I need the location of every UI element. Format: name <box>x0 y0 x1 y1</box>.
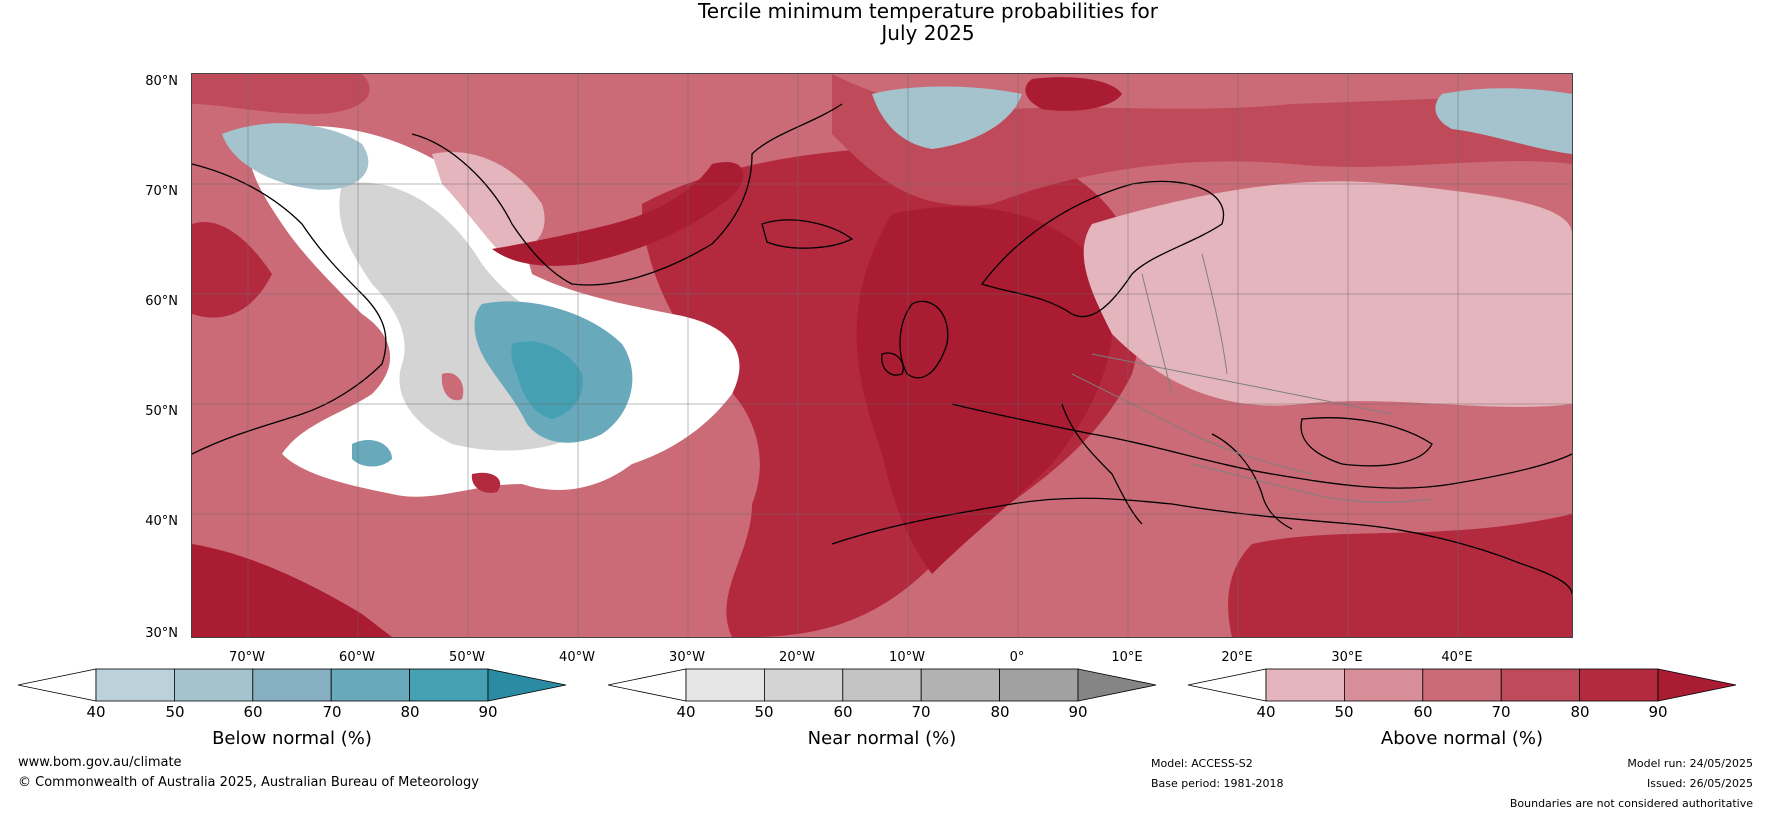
lon-label-40w: 40°W <box>559 650 595 665</box>
colorbar-near-normal <box>607 668 1157 702</box>
greenland-southeast-warm <box>492 162 744 266</box>
colorbar-segment-50-60 <box>1344 668 1424 702</box>
cbar-near-tick-70: 70 <box>911 703 931 721</box>
lon-label-20w: 20°W <box>779 650 815 665</box>
cbar-below-tick-80: 80 <box>400 703 420 721</box>
coastlines <box>192 103 1572 595</box>
cbar-near-tick-50: 50 <box>754 703 774 721</box>
nova-scotia-cool <box>352 439 392 467</box>
colorbar-segment-60-70 <box>252 668 332 702</box>
cbar-near-tick-60: 60 <box>833 703 853 721</box>
cbar-above-tick-70: 70 <box>1491 703 1511 721</box>
colorbar-segment-below-40 <box>17 668 97 702</box>
cbar-above-tick-60: 60 <box>1413 703 1433 721</box>
colorbar-segment-50-60 <box>173 668 254 702</box>
cbar-below-tick-70: 70 <box>322 703 342 721</box>
arctic-cool-zone <box>1435 88 1572 154</box>
lon-label-60w: 60°W <box>339 650 375 665</box>
lon-label-40e: 40°E <box>1441 650 1473 665</box>
colorbar-segment-80-90 <box>409 668 489 702</box>
cbar-above-tick-80: 80 <box>1570 703 1590 721</box>
cbar-below-tick-90: 90 <box>478 703 498 721</box>
footer-copyright: © Commonwealth of Australia 2025, Austra… <box>18 775 479 790</box>
core-warm-zone <box>856 206 1114 574</box>
colorbar-segment-above-90 <box>1077 668 1157 702</box>
colorbar-segment-40-50 <box>685 668 765 702</box>
cbar-near-tick-90: 90 <box>1068 703 1088 721</box>
cbar-below-tick-40: 40 <box>86 703 106 721</box>
colorbar-segment-above-90 <box>1657 668 1737 702</box>
lon-label-30e: 30°E <box>1331 650 1363 665</box>
footer-disclaimer: Boundaries are not considered authoritat… <box>1509 797 1753 810</box>
footer-issued: Issued: 26/05/2025 <box>1646 777 1753 790</box>
lat-label-80n: 80°N <box>145 74 178 89</box>
lon-label-30w: 30°W <box>669 650 705 665</box>
lat-label-30n: 30°N <box>145 626 178 641</box>
colorbar-below-normal <box>17 668 567 702</box>
lon-label-70w: 70°W <box>229 650 265 665</box>
cbar-above-title: Above normal (%) <box>1380 728 1544 749</box>
footer-base-period: Base period: 1981-2018 <box>1151 777 1284 790</box>
colorbar-segment-70-80 <box>330 668 411 702</box>
ellesmere-zone <box>192 74 370 114</box>
grey-zone-red-blob-1 <box>441 373 464 401</box>
forecast-map <box>191 73 1573 638</box>
map-canvas <box>192 74 1572 637</box>
lon-label-20e: 20°E <box>1221 650 1253 665</box>
grey-zone-red-blob-2 <box>471 472 501 493</box>
lon-label-10e: 10°E <box>1111 650 1143 665</box>
cbar-near-title: Near normal (%) <box>807 728 957 749</box>
title-line-1: Tercile minimum temperature probabilitie… <box>697 0 1159 23</box>
colorbar-segment-below-40 <box>607 668 687 702</box>
footer-model: Model: ACCESS-S2 <box>1151 757 1253 770</box>
colorbar-segment-below-40 <box>1187 668 1267 702</box>
colorbar-segment-70-80 <box>920 668 1001 702</box>
colorbar-segment-50-60 <box>764 668 844 702</box>
cbar-near-tick-80: 80 <box>990 703 1010 721</box>
footer-website: www.bom.gov.au/climate <box>18 755 182 770</box>
newfoundland-core-cool <box>511 341 583 419</box>
cbar-above-tick-50: 50 <box>1334 703 1354 721</box>
colorbar-segment-80-90 <box>999 668 1079 702</box>
middle-east-warm-zone <box>1228 514 1572 637</box>
colorbar-segment-80-90 <box>1579 668 1659 702</box>
cbar-below-title: Below normal (%) <box>212 728 372 749</box>
graticule <box>192 74 1572 637</box>
greenland-interior-zone <box>432 152 545 254</box>
cbar-below-tick-50: 50 <box>165 703 185 721</box>
colorbar-segment-70-80 <box>1500 668 1580 702</box>
map-title: Tercile minimum temperature probabilitie… <box>0 0 1770 44</box>
cbar-near-tick-40: 40 <box>676 703 696 721</box>
lat-label-60n: 60°N <box>145 294 178 309</box>
colorbar-segment-60-70 <box>1422 668 1502 702</box>
colorbars <box>17 668 1737 702</box>
baffin-warm-zone <box>192 222 272 318</box>
footer-model-run: Model run: 24/05/2025 <box>1627 757 1753 770</box>
subtropical-warm-zone-west <box>192 544 392 637</box>
scandinavia-zone <box>1083 181 1572 407</box>
cbar-below-tick-60: 60 <box>243 703 263 721</box>
title-line-2: July 2025 <box>881 21 975 45</box>
lat-label-40n: 40°N <box>145 514 178 529</box>
greenland-sea-cool-zone <box>872 86 1022 149</box>
cbar-above-tick-90: 90 <box>1648 703 1668 721</box>
lon-label-0: 0° <box>1009 650 1025 665</box>
cbar-above-tick-40: 40 <box>1256 703 1276 721</box>
svalbard-warm <box>1025 77 1122 111</box>
lon-label-50w: 50°W <box>449 650 485 665</box>
lon-label-10w: 10°W <box>889 650 925 665</box>
lat-label-70n: 70°N <box>145 184 178 199</box>
labrador-cool-zone <box>222 123 369 190</box>
colorbar-segment-60-70 <box>842 668 922 702</box>
lat-label-50n: 50°N <box>145 404 178 419</box>
norwegian-sea-zone <box>832 74 1572 206</box>
colorbar-above-normal <box>1187 668 1737 702</box>
colorbar-segment-40-50 <box>1265 668 1345 702</box>
borders <box>1071 253 1433 503</box>
colorbar-segment-above-90 <box>487 668 567 702</box>
colorbar-segment-40-50 <box>95 668 175 702</box>
